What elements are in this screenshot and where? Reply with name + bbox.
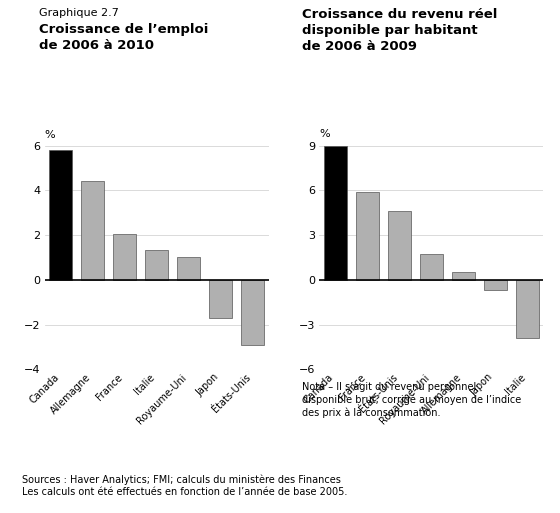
Text: Croissance du revenu réel
disponible par habitant
de 2006 à 2009: Croissance du revenu réel disponible par… [302,8,498,53]
Text: %: % [45,130,55,140]
Bar [484,280,507,290]
Bar [388,211,410,280]
Bar [419,254,443,280]
Bar [324,146,347,280]
Bar [516,280,539,338]
Bar [356,192,379,280]
Bar [81,181,104,280]
Bar [452,272,475,280]
Text: %: % [319,129,330,139]
Text: Sources : Haver Analytics; FMI; calculs du ministère des Finances
Les calculs on: Sources : Haver Analytics; FMI; calculs … [22,475,348,498]
Bar [209,280,232,318]
Text: Nota – Il s’agit du revenu personnel
disponible brut, corrigé au moyen de l’indi: Nota – Il s’agit du revenu personnel dis… [302,382,522,418]
Bar [241,280,264,345]
Bar [49,150,72,280]
Text: Graphique 2.7: Graphique 2.7 [39,8,119,17]
Text: Croissance de l’emploi
de 2006 à 2010: Croissance de l’emploi de 2006 à 2010 [39,23,208,52]
Bar [178,258,200,280]
Bar [113,234,136,280]
Bar [145,250,169,280]
